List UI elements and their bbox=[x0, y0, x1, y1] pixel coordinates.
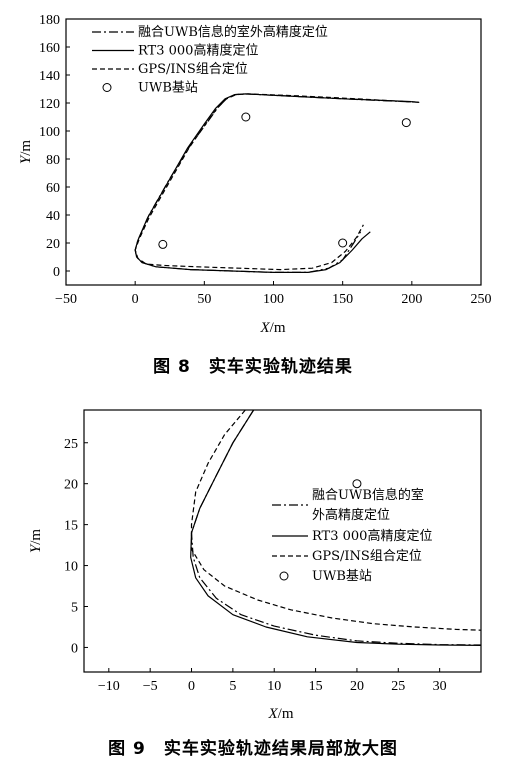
series-line-dashed bbox=[134, 93, 419, 271]
x-tick-label: 20 bbox=[350, 679, 364, 694]
x-tick-label: 0 bbox=[132, 292, 139, 307]
y-tick-label: 80 bbox=[46, 153, 60, 168]
x-tick-label: −50 bbox=[55, 292, 77, 307]
x-axis-label-var: X bbox=[267, 706, 278, 722]
legend-label-line2: 外高精度定位 bbox=[312, 507, 390, 523]
uwb-station-marker bbox=[241, 112, 251, 122]
legend-marker-circle bbox=[102, 83, 112, 92]
y-tick-label: 100 bbox=[39, 125, 60, 140]
uwb-station-marker bbox=[158, 239, 168, 249]
y-axis-label-var: Y bbox=[18, 154, 34, 164]
y-axis-label: Y/m bbox=[28, 529, 44, 554]
legend-marker-circle bbox=[279, 571, 289, 581]
chart-9: −10 −5 0 5 10 15 20 25 300510152025X/mY/m融合UWB信息… bbox=[28, 409, 482, 759]
y-tick-label: 20 bbox=[46, 237, 60, 252]
y-tick-label: 180 bbox=[39, 13, 60, 28]
y-tick-label: 5 bbox=[71, 601, 78, 616]
y-tick-label: 120 bbox=[39, 97, 60, 112]
y-tick-label: 160 bbox=[39, 41, 60, 56]
y-tick-label: 20 bbox=[64, 478, 78, 493]
x-tick-label: 30 bbox=[433, 679, 447, 694]
y-tick-label: 0 bbox=[71, 641, 78, 656]
x-tick-label: 50 bbox=[197, 292, 211, 307]
figure-caption: 图 8 实车实验轨迹结果 bbox=[153, 356, 353, 377]
y-tick-label: 60 bbox=[46, 181, 60, 196]
x-axis-label-var: X bbox=[259, 320, 270, 336]
x-tick-label: 100 bbox=[263, 292, 284, 307]
y-tick-label: 25 bbox=[64, 437, 78, 452]
legend-label-line1: 融合UWB信息的室 bbox=[312, 487, 424, 503]
y-tick-label: 140 bbox=[39, 69, 60, 84]
series-line-solid bbox=[134, 93, 412, 273]
y-tick-label: 10 bbox=[64, 560, 78, 575]
y-tick-label: 15 bbox=[64, 519, 78, 534]
legend-label: GPS/INS组合定位 bbox=[138, 62, 248, 77]
y-axis-label-var: Y bbox=[28, 543, 44, 553]
x-axis-label: X/m bbox=[259, 320, 285, 336]
plot-frame bbox=[65, 18, 482, 286]
legend-label: UWB基站 bbox=[138, 81, 198, 96]
x-axis-label: X/m bbox=[267, 706, 293, 722]
x-axis-label-unit: /m bbox=[278, 706, 294, 722]
y-axis-label-unit: /m bbox=[18, 140, 34, 156]
plot-area bbox=[190, 410, 481, 646]
x-tick-label: 10 bbox=[267, 679, 281, 694]
x-tick-label: 25 bbox=[391, 679, 405, 694]
x-tick-label: −5 bbox=[143, 679, 158, 694]
x-tick-label: 200 bbox=[401, 292, 422, 307]
figure-caption: 图 9 实车实验轨迹结果局部放大图 bbox=[108, 738, 398, 759]
series-line-dash-dot bbox=[190, 410, 481, 646]
legend-label: 融合UWB信息的室外高精度定位 bbox=[312, 487, 424, 523]
uwb-station-marker bbox=[338, 238, 348, 248]
legend-label: 融合UWB信息的室外高精度定位 bbox=[138, 24, 328, 40]
x-tick-label: 15 bbox=[309, 679, 323, 694]
y-tick-label: 40 bbox=[46, 209, 60, 224]
chart-8: −50 0 50 100 150 200 250 0 20 40 60 80 100 120 140 160 1… bbox=[18, 13, 492, 377]
series-line-dashed bbox=[190, 410, 481, 631]
plot-area bbox=[134, 93, 420, 273]
x-tick-label: 250 bbox=[471, 292, 492, 307]
plot-frame bbox=[83, 409, 482, 673]
x-tick-label: −10 bbox=[98, 679, 120, 694]
y-axis-label-unit: /m bbox=[28, 529, 44, 545]
uwb-station-marker bbox=[352, 479, 362, 489]
x-tick-label: 0 bbox=[188, 679, 195, 694]
series-line-solid bbox=[190, 410, 481, 646]
legend-label: UWB基站 bbox=[312, 569, 372, 584]
legend-label: RT3 000高精度定位 bbox=[312, 528, 432, 544]
x-tick-label: 5 bbox=[229, 679, 236, 694]
legend-label: GPS/INS组合定位 bbox=[312, 549, 422, 564]
x-tick-label: 150 bbox=[332, 292, 353, 307]
uwb-station-marker bbox=[401, 118, 411, 128]
series-line-dash-dot bbox=[134, 93, 420, 273]
y-axis-label: Y/m bbox=[18, 140, 34, 165]
legend-label: RT3 000高精度定位 bbox=[138, 43, 258, 59]
x-axis-label-unit: /m bbox=[270, 320, 286, 336]
y-tick-label: 0 bbox=[53, 265, 60, 280]
